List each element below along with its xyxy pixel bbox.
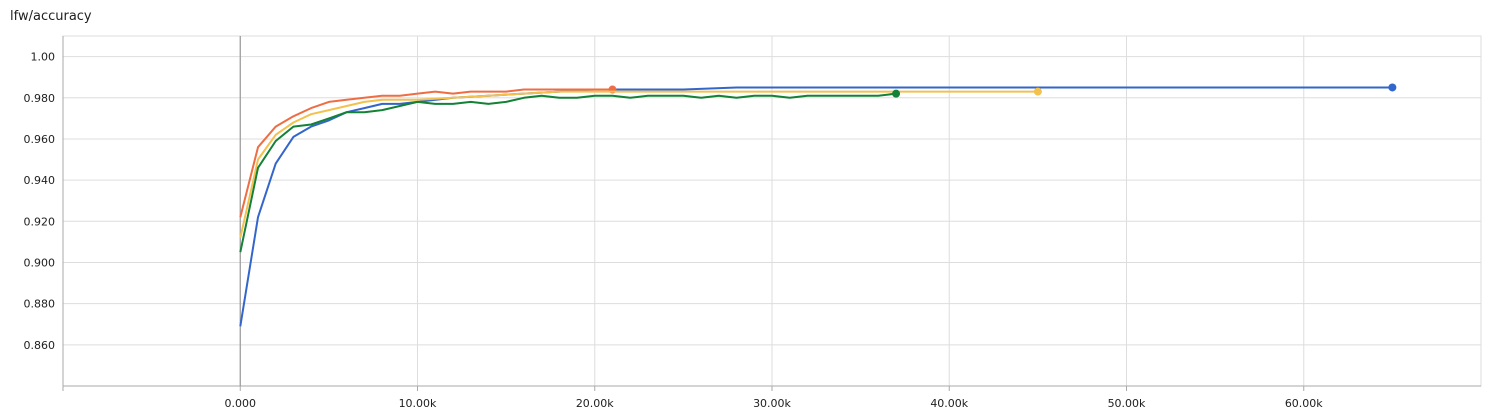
series-line-2[interactable] [239,88,613,218]
series-end-point-4[interactable] [892,89,901,98]
y-tick-label: 1.00 [31,51,56,64]
y-tick-label: 0.900 [24,256,56,269]
series-line-4[interactable] [239,92,897,253]
series-line-3[interactable] [239,90,1038,239]
y-tick-label: 0.860 [24,339,56,352]
x-tick-label: 0.000 [225,397,257,410]
y-tick-label: 0.920 [24,215,56,228]
y-tick-label: 0.980 [24,92,56,105]
axes [62,36,1481,391]
x-tick-label: 10.00k [399,397,437,410]
chart-title: lfw/accuracy [10,9,92,24]
series-lines[interactable] [239,83,1397,327]
series-end-point-1[interactable] [1388,83,1397,92]
y-tick-label: 0.960 [24,133,56,146]
x-tick-label: 50.00k [1108,397,1146,410]
x-tick-label: 30.00k [753,397,791,410]
x-tick-label: 40.00k [930,397,968,410]
y-tick-label: 0.940 [24,174,56,187]
tick-labels: 0.860 0.880 0.900 0.920 0.940 0.960 0.980 1.00 0… [24,51,1324,410]
series-line-1[interactable] [239,86,1393,327]
x-tick-label: 20.00k [576,397,614,410]
x-tick-label: 60.00k [1285,397,1323,410]
series-end-point-3[interactable] [1033,87,1042,96]
y-tick-label: 0.880 [24,298,56,311]
